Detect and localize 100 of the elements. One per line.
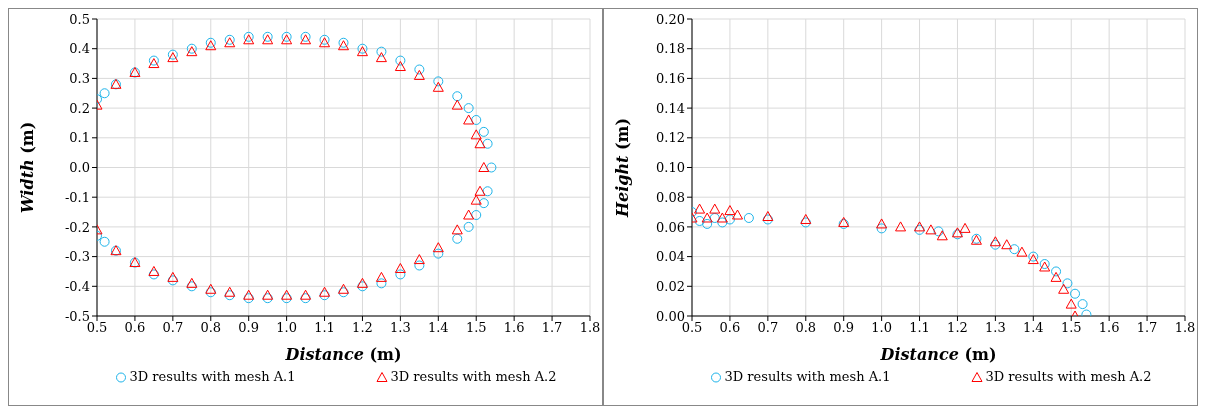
x-tick-label: 1.3 [390,320,411,336]
point [99,88,110,99]
point [338,283,349,294]
y-tick-label: 0.3 [69,71,90,87]
point [463,209,475,220]
point [395,269,406,280]
point [167,271,179,282]
point [463,114,475,125]
point [470,194,482,205]
legend-label: 3D results with mesh A.1 [724,369,891,384]
point [474,185,486,196]
x-tick-label: 1.1 [909,320,930,336]
point [1009,244,1020,255]
point [743,212,754,223]
y-tick-label: 0.08 [656,189,685,205]
point [482,186,493,197]
point [414,64,425,75]
point [1001,239,1013,250]
x-tick-label: 0.5 [681,320,703,336]
point [936,230,948,241]
point [452,233,463,244]
x-tick-label: 1.8 [579,320,601,336]
point [224,286,236,297]
point [375,52,387,63]
point [1062,278,1073,289]
point [167,275,178,286]
point [486,162,497,173]
point [694,203,706,214]
point [243,293,254,304]
point [876,218,888,229]
point [451,224,463,235]
x-tick-label: 1.3 [985,320,1006,336]
legend-label: 3D results with mesh A.2 [985,369,1152,384]
y-tick-label: 0.06 [656,219,685,235]
y-tick-label: 0.4 [69,41,90,57]
x-tick-label: 1.6 [1098,320,1120,336]
point [262,293,273,304]
point [224,290,235,301]
x-tick-label: 1.6 [503,320,525,336]
x-tick-label: 0.7 [162,320,184,336]
point [717,217,728,228]
x-tick-label: 0.7 [757,320,779,336]
point [702,218,713,229]
point [356,277,368,288]
point [701,212,713,223]
point [433,76,444,87]
point [463,221,474,232]
x-axis-title: Distance (m) [879,345,997,364]
x-tick-label: 0.8 [795,320,817,336]
point [432,81,444,92]
point [413,69,425,80]
point [186,281,197,292]
legend-label: 3D results with mesh A.2 [390,369,557,384]
y-axis-title: Height (m) [613,117,632,219]
point [925,224,937,235]
point [478,126,489,137]
point [432,242,444,253]
x-axis-title: Distance (m) [284,345,402,364]
point [205,287,216,298]
y-tick-label: 0.5 [69,11,90,27]
point [724,205,736,216]
point [186,277,198,288]
y-tick-label: -0.4 [64,278,90,294]
x-tick-label: 1.4 [1022,320,1044,336]
point [281,293,292,304]
point [357,281,368,292]
point [471,114,482,125]
y-tick-label: 0.2 [69,100,90,116]
point [959,222,971,233]
point [478,162,490,172]
point [413,254,425,265]
x-tick-label: 1.7 [1136,320,1158,336]
point [474,138,486,149]
point [452,91,463,102]
point [800,217,811,228]
point [482,138,493,149]
point [148,269,159,280]
point [376,278,387,289]
y-tick-label: 0.18 [656,41,685,57]
x-tick-label: 1.8 [1174,320,1196,336]
y-axis-title: Width (m) [18,121,37,214]
x-tick-label: 1.0 [276,320,297,336]
x-tick-label: 1.2 [947,320,968,336]
y-tick-label: 0.16 [656,71,685,87]
y-tick-label: 0.0 [69,160,90,176]
point [1050,271,1062,282]
x-tick-label: 0.9 [833,320,855,336]
point [319,290,330,301]
point [451,99,463,110]
x-tick-label: 0.6 [719,320,741,336]
point [895,221,907,232]
x-tick-label: 1.5 [1060,320,1082,336]
point [709,203,721,214]
x-tick-label: 1.7 [541,320,563,336]
point [478,198,489,209]
legend-label: 3D results with mesh A.1 [129,369,296,384]
y-tick-label: 0.14 [656,100,685,116]
point [732,209,744,220]
point [800,213,812,224]
point [376,46,387,57]
